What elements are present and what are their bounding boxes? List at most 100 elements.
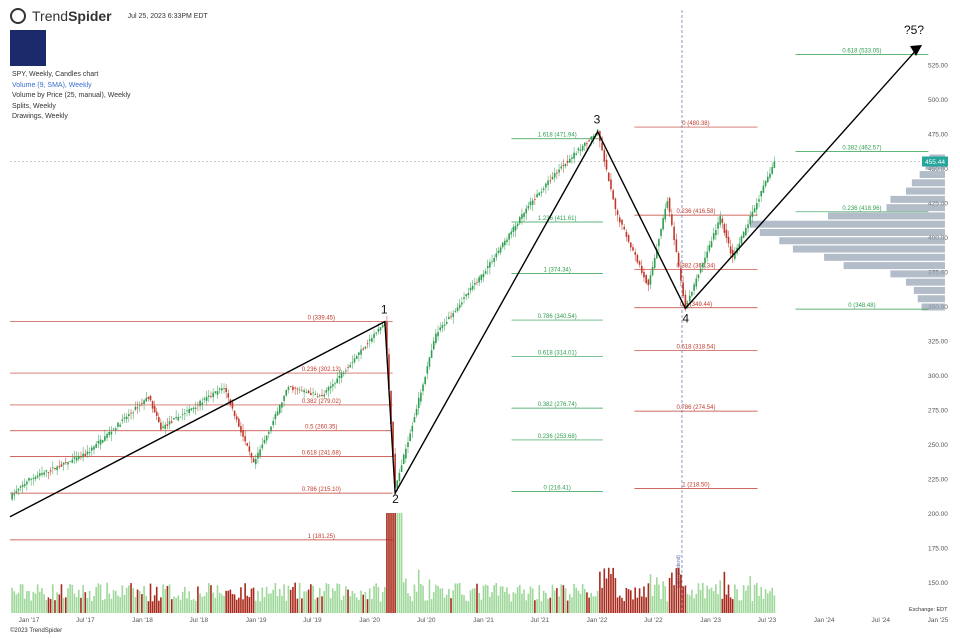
candle-body [101, 440, 104, 443]
candle-body [292, 386, 294, 391]
fib-level-label: 0.5 (260.35) [305, 425, 337, 431]
volume-bar [166, 585, 169, 613]
y-tick-label: 225.00 [928, 477, 948, 484]
candle-body [666, 201, 669, 208]
volume-bar [715, 584, 717, 613]
volume-bar [30, 600, 32, 613]
volume-bar [15, 594, 18, 613]
volume-bar [75, 597, 78, 613]
candle-body [371, 338, 373, 342]
candle-body [80, 456, 82, 458]
legend-item-volume[interactable]: Volume (9, SMA), Weekly [12, 81, 92, 89]
volume-bar [314, 599, 317, 613]
candle-body [377, 328, 380, 332]
volume-by-price-bar [917, 295, 945, 303]
volume-bar [480, 599, 483, 613]
candle-body [392, 421, 394, 458]
legend-item-vbp[interactable]: Volume by Price (25, manual), Weekly [12, 92, 131, 99]
volume-bar [281, 595, 283, 613]
volume-bar [235, 599, 238, 613]
volume-by-price-bar [843, 262, 945, 270]
volume-bar [547, 598, 549, 613]
candle-body [153, 405, 156, 413]
candle-body [15, 490, 18, 493]
candle-body [420, 392, 422, 402]
candle-body [647, 279, 650, 286]
volume-bar [736, 589, 738, 613]
candle-body [270, 426, 272, 432]
candle-body [248, 446, 251, 452]
volume-bar [745, 590, 747, 613]
volume-bar [99, 584, 102, 613]
candle-body [747, 224, 749, 229]
last-price-tag [922, 156, 948, 167]
volume-bar [205, 592, 208, 613]
volume-bar [577, 590, 580, 613]
volume-bar [392, 513, 394, 613]
candle-body [73, 457, 76, 459]
candle-body [636, 255, 639, 263]
candle-body [231, 402, 234, 409]
volume-bar [424, 600, 426, 613]
candle-body [715, 230, 717, 236]
volume-bar [77, 589, 80, 613]
candle-body [614, 198, 617, 210]
candle-body [364, 346, 367, 349]
volume-bar [651, 595, 654, 613]
volume-bar [411, 601, 414, 613]
volume-bar [439, 588, 442, 613]
candle-body [160, 422, 162, 430]
candle-body [623, 226, 625, 230]
volume-bar [268, 593, 270, 613]
volume-bar [534, 600, 536, 613]
candle-body [491, 261, 493, 263]
volume-bar [653, 584, 656, 613]
legend-item-drawings[interactable]: Drawings, Weekly [12, 113, 68, 120]
candle-body [717, 222, 719, 229]
candle-body [769, 173, 771, 178]
volume-bar [476, 583, 478, 613]
volume-bar [573, 584, 575, 613]
volume-bar [54, 600, 56, 613]
candle-body [259, 449, 261, 456]
candle-body [476, 282, 478, 284]
candle-body [281, 402, 283, 408]
x-tick-label: Jul '23 [758, 617, 777, 624]
candle-body [13, 494, 16, 496]
volume-bar [349, 596, 351, 613]
candle-body [527, 205, 530, 209]
volume-bar [762, 598, 765, 613]
candle-body [448, 316, 450, 319]
volume-bar [450, 598, 452, 613]
candle-body [643, 271, 645, 278]
volume-bar [283, 584, 285, 613]
volume-bar [338, 584, 341, 613]
candle-body [77, 455, 80, 459]
volume-bar [227, 590, 230, 613]
candle-body [197, 404, 199, 406]
volume-bar [499, 586, 502, 613]
volume-by-price-bar [828, 212, 945, 220]
candle-body [254, 459, 257, 465]
volume-bar [384, 586, 386, 613]
candle-body [323, 394, 325, 397]
volume-bar [469, 590, 472, 613]
volume-bar [51, 584, 54, 613]
candle-body [721, 218, 724, 223]
candle-body [289, 386, 292, 387]
candle-body [108, 431, 111, 435]
candle-body [396, 480, 399, 489]
candle-body [562, 165, 565, 167]
volume-bar [668, 577, 671, 613]
legend-item-splits[interactable]: Splits, Weekly [12, 102, 56, 110]
x-tick-label: Jul '21 [531, 617, 550, 624]
x-tick-label: Jan '17 [19, 617, 40, 624]
candle-body [725, 229, 728, 238]
fib-level-label: 0.382 (360.34) [676, 264, 715, 270]
candle-body [569, 158, 571, 163]
candle-body [699, 268, 702, 273]
volume-bar [586, 592, 588, 613]
volume-bar [549, 597, 552, 613]
volume-bar [398, 513, 401, 613]
